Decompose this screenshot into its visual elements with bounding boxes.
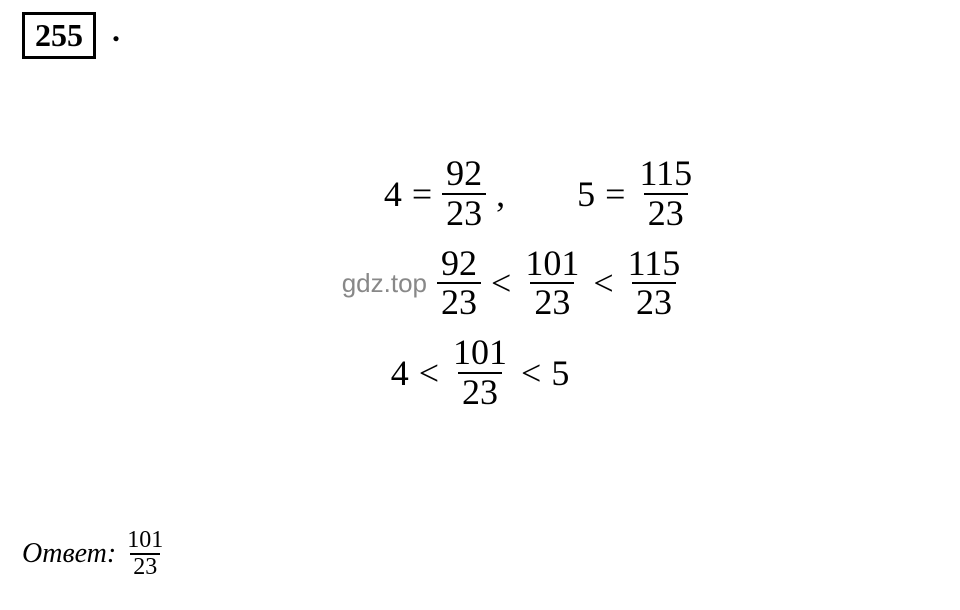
problem-number: 255	[35, 17, 83, 53]
numerator: 92	[442, 155, 486, 193]
math-content: 4 = 92 23 , 5 = 115 23 gdz.top 92 23 < 1…	[0, 155, 960, 424]
value-a: 4	[391, 352, 409, 394]
equals-1: =	[412, 173, 432, 215]
denominator: 23	[632, 282, 676, 322]
inequality-row-1: gdz.top 92 23 < 101 23 < 115 23	[276, 245, 685, 323]
inequality-row-2: 4 < 101 23 < 5	[391, 334, 570, 412]
denominator: 23	[530, 282, 574, 322]
answer-line: Ответ: 101 23	[22, 528, 166, 580]
less-than-1: <	[491, 262, 511, 304]
less-than-2: <	[593, 262, 613, 304]
value-b: 5	[577, 173, 595, 215]
equation-row-1: 4 = 92 23 , 5 = 115 23	[264, 155, 696, 233]
watermark-text: gdz.top	[342, 268, 427, 299]
numerator: 101	[124, 528, 166, 553]
denominator: 23	[130, 553, 160, 580]
numerator: 101	[521, 245, 583, 283]
denominator: 23	[458, 372, 502, 412]
denominator: 23	[442, 193, 486, 233]
value-a: 4	[384, 173, 402, 215]
fraction-115-23: 115 23	[624, 245, 685, 323]
denominator: 23	[437, 282, 481, 322]
fraction-92-23: 92 23	[442, 155, 486, 233]
less-than-2: <	[521, 352, 541, 394]
fraction-101-23: 101 23	[521, 245, 583, 323]
answer-fraction: 101 23	[124, 528, 166, 580]
numerator: 115	[624, 245, 685, 283]
denominator: 23	[644, 193, 688, 233]
problem-number-period: .	[112, 12, 120, 49]
less-than-1: <	[419, 352, 439, 394]
problem-number-box: 255	[22, 12, 96, 59]
fraction-101-23: 101 23	[449, 334, 511, 412]
fraction-92-23: 92 23	[437, 245, 481, 323]
value-b: 5	[551, 352, 569, 394]
numerator: 115	[635, 155, 696, 193]
answer-label: Ответ:	[22, 538, 116, 570]
numerator: 101	[449, 334, 511, 372]
comma: ,	[496, 173, 505, 215]
numerator: 92	[437, 245, 481, 283]
equals-2: =	[605, 173, 625, 215]
fraction-115-23: 115 23	[635, 155, 696, 233]
